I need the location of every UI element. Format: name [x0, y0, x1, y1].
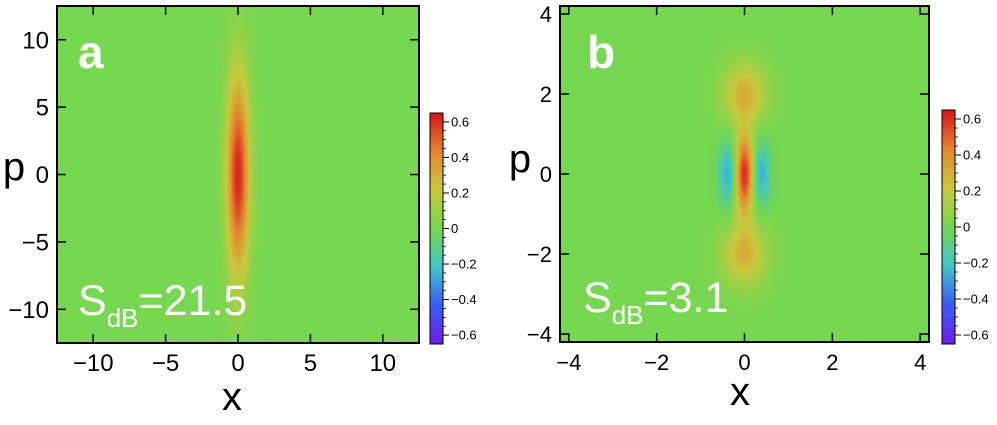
panel-a: a SdB=21.5 −10 −5 0 5 10 −10 −5 0 5 10 x p 0.6 0.4…: [3, 5, 477, 419]
colorbar-tick-label: 0: [963, 220, 970, 235]
heatmap-a: [57, 6, 419, 343]
y-tick-label: −2: [527, 242, 552, 267]
x-tick-label: −5: [152, 350, 179, 377]
colorbar-tick-label: 0.2: [963, 184, 981, 199]
y-tick-label: 2: [540, 82, 552, 107]
x-tick-label: 10: [369, 350, 396, 377]
y-tick-label: 0: [36, 162, 49, 189]
y-tick-label: −4: [527, 322, 552, 347]
y-tick-label: 5: [36, 95, 49, 122]
colorbar-tick-label: −0.6: [451, 328, 477, 343]
squeezing-annotation-b: SdB=3.1: [583, 274, 728, 330]
x-tick-label: −4: [556, 350, 581, 375]
colorbar-tick-label: −0.4: [451, 292, 477, 307]
colorbar-tick-label: 0.6: [963, 112, 981, 127]
y-axis-label-b: p: [509, 137, 531, 181]
panel-label-b: b: [587, 26, 615, 78]
x-tick-label: 0: [738, 350, 750, 375]
colorbar-tick-label: −0.4: [963, 292, 989, 307]
colorbar-gradient: [942, 110, 955, 344]
colorbar-b: 0.6 0.4 0.2 0 −0.2 −0.4 −0.6: [941, 109, 989, 345]
y-tick-label: −10: [8, 297, 49, 324]
panel-label-a: a: [78, 26, 104, 78]
colorbar-tick-label: 0.4: [451, 150, 469, 165]
x-axis-label-a: x: [222, 375, 242, 419]
colorbar-tick-label: 0.4: [963, 148, 981, 163]
x-tick-label: 5: [304, 350, 317, 377]
y-tick-label: 10: [22, 27, 49, 54]
x-tick-label: −10: [73, 350, 114, 377]
colorbar-a: 0.6 0.4 0.2 0 −0.2 −0.4 −0.6: [429, 112, 477, 345]
x-axis-label-b: x: [730, 370, 750, 414]
y-tick-label: 0: [540, 162, 552, 187]
axis-ticks-b: −4 −2 0 2 4 −4 −2 0 2 4: [527, 2, 929, 375]
colorbar-tick-label: −0.2: [963, 256, 989, 271]
x-tick-label: 2: [826, 350, 838, 375]
x-tick-label: 4: [914, 350, 926, 375]
colorbar-tick-label: −0.6: [963, 328, 989, 343]
y-tick-label: −5: [22, 230, 49, 257]
x-tick-label: −2: [644, 350, 669, 375]
colorbar-tick-label: 0.6: [451, 114, 469, 129]
heatmap-b: [560, 6, 929, 342]
axis-ticks-a: −10 −5 0 5 10 −10 −5 0 5 10: [8, 6, 419, 377]
colorbar-gradient: [430, 113, 443, 344]
colorbar-tick-label: 0: [451, 221, 458, 236]
colorbar-tick-label: −0.2: [451, 257, 477, 272]
y-axis-label-a: p: [3, 145, 25, 189]
colorbar-tick-label: 0.2: [451, 185, 469, 200]
squeezing-annotation-a: SdB=21.5: [78, 277, 247, 333]
y-tick-label: 4: [540, 2, 552, 27]
x-tick-label: 0: [231, 350, 244, 377]
